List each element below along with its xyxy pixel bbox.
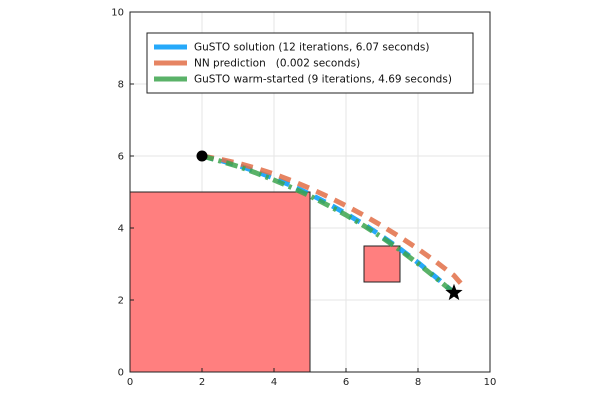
y-tick-label: 2: [118, 296, 124, 307]
x-tick-label: 8: [415, 377, 421, 388]
series-line-3: [201, 153, 456, 295]
legend-box: [146, 32, 474, 94]
x-tick-label: 10: [484, 377, 497, 388]
legend-label-3: GuSTO warm-started (9 iterations, 4.69 s…: [194, 74, 452, 86]
x-tick-label: 6: [343, 377, 349, 388]
start-marker: [196, 150, 208, 162]
markers: [196, 150, 463, 301]
y-tick-label: 10: [111, 8, 124, 19]
obstacles: [129, 191, 401, 373]
y-tick-label: 4: [118, 224, 124, 235]
legend-label-1: GuSTO solution (12 iterations, 6.07 seco…: [194, 42, 429, 54]
legend-label-2: NN prediction (0.002 seconds): [194, 58, 360, 70]
goal-marker: [445, 283, 463, 301]
x-tick-label: 2: [199, 377, 205, 388]
y-tick-label: 0: [118, 368, 124, 379]
series-line-2: [201, 153, 464, 286]
legend: GuSTO solution (12 iterations, 6.07 seco…: [146, 32, 474, 94]
x-tick-label: 4: [271, 377, 277, 388]
obstacle-1: [129, 191, 311, 373]
obstacle-2: [363, 245, 401, 283]
x-tick-label: 0: [127, 377, 133, 388]
ticks: 0 2 4 6 8 10 0 2 4 6 8 10: [111, 8, 496, 389]
plot-frame: [129, 11, 491, 373]
y-tick-label: 6: [118, 152, 124, 163]
trajectories: [201, 153, 464, 295]
y-tick-label: 8: [118, 80, 124, 91]
